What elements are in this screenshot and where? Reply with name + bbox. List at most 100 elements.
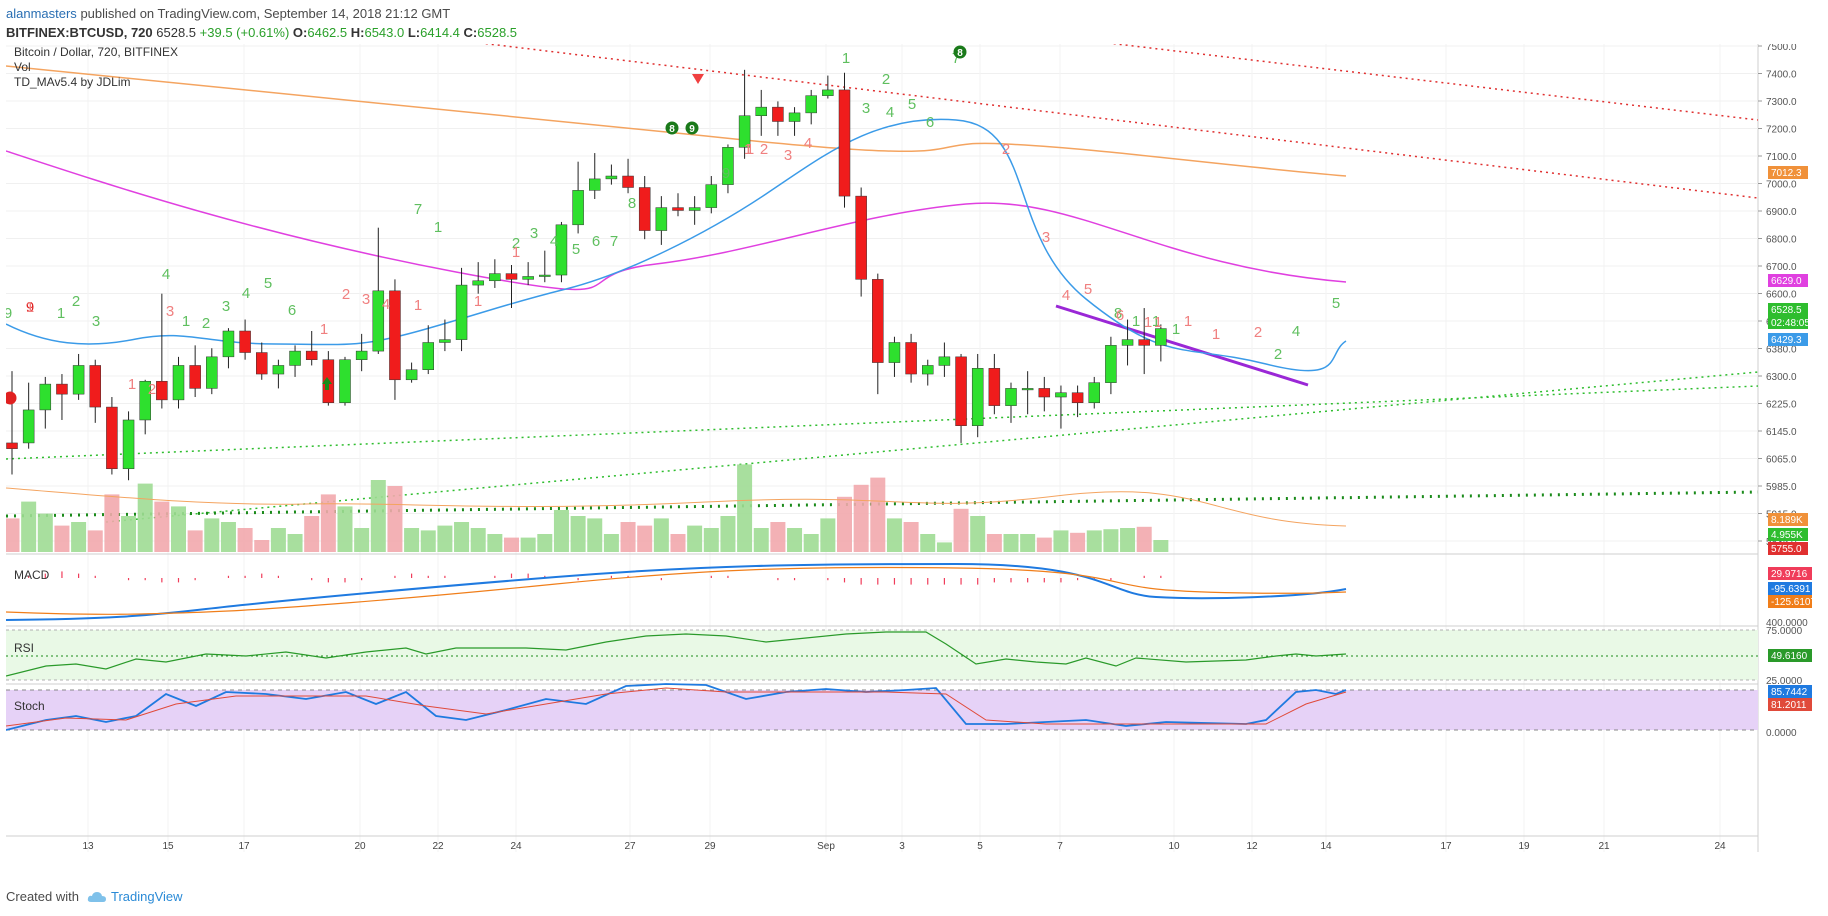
volume-bar <box>1086 530 1102 552</box>
volume-bar <box>121 516 137 552</box>
price-labels: 7012.3 6629.0 6528.5 02:48:05 6429.3 8.189K 4.… <box>1768 166 1816 711</box>
td-count-green: 2 <box>1274 346 1282 363</box>
publish-info: alanmasters published on TradingView.com… <box>6 4 517 23</box>
td-count-red: 1 <box>26 299 34 316</box>
td-setup-badge-text: 9 <box>689 124 695 135</box>
pane-value-box <box>1768 649 1812 662</box>
td-count-green: 5 <box>1332 295 1340 312</box>
volume-bar <box>820 518 836 552</box>
pane-value-box <box>1768 698 1812 711</box>
td-count-green: 9 <box>6 305 12 322</box>
time-axis[interactable]: 13 15 17 20 22 24 27 29 Sep 3 5 7 10 12 14 17 19 21 24 <box>6 835 1758 852</box>
td-count-green: 1 <box>1132 313 1140 330</box>
td-count-red: 1 <box>474 293 482 310</box>
td-count-red: 2 <box>1254 324 1262 341</box>
time-tick-label: 29 <box>704 841 716 852</box>
td-count-green: 1 <box>434 219 442 236</box>
time-tick-label: 13 <box>82 841 94 852</box>
candle-body <box>289 350 301 366</box>
td-count-green: 3 <box>92 313 100 330</box>
td-count-red: 3 <box>362 291 370 308</box>
td-count-green: 6 <box>288 302 296 319</box>
td-count-green: 1 <box>1152 313 1160 330</box>
rsi-band <box>6 630 1758 680</box>
volume-bars <box>4 464 1169 552</box>
time-tick-label: 17 <box>238 841 250 852</box>
volume-bar <box>903 522 919 552</box>
candle-body <box>638 187 651 231</box>
volume-bar <box>1120 528 1136 552</box>
td-count-green: 1 <box>57 305 65 322</box>
td-count-red: 2 <box>342 286 350 303</box>
price-label-box <box>1768 316 1808 329</box>
chart-legend: Bitcoin / Dollar, 720, BITFINEX Vol TD_M… <box>14 45 178 713</box>
candle-body <box>589 178 601 191</box>
candle-body <box>1038 388 1051 398</box>
candle-body <box>855 195 867 280</box>
time-tick-label: 12 <box>1246 841 1258 852</box>
volume-bar <box>87 530 103 552</box>
time-tick-label: 3 <box>899 841 905 852</box>
volume-bar <box>54 525 70 552</box>
time-tick-label: Sep <box>817 841 835 852</box>
pane-tick-label: 75.0000 <box>1766 626 1803 637</box>
td-count-green: 1 <box>1172 321 1180 338</box>
price-label-box <box>1768 333 1808 346</box>
candle-body <box>122 419 135 470</box>
price-tick-label: 7500.0 <box>1766 44 1797 53</box>
red-dotted-trendline <box>1065 37 1759 121</box>
volume-bar <box>720 516 736 552</box>
volume-bar <box>1053 530 1069 552</box>
td-count-red: 3 <box>166 303 174 320</box>
volume-bar <box>337 506 353 552</box>
volume-bar <box>404 528 420 552</box>
price-label-box <box>1768 542 1808 555</box>
pane-value-text: 29.9716 <box>1771 569 1808 580</box>
td-count-red: 2 <box>1002 141 1010 158</box>
volume-bar <box>487 534 503 552</box>
candle-body <box>206 356 218 389</box>
pane-value-box <box>1768 685 1812 698</box>
volume-bar <box>420 530 436 552</box>
td-count-green: 6 <box>926 114 934 131</box>
volume-bar <box>37 513 53 552</box>
candle-body <box>655 207 668 231</box>
td-setup-badge-red-icon <box>3 391 17 405</box>
candle-body <box>622 175 634 188</box>
candle-body <box>272 365 285 375</box>
ma-50-line <box>5 150 1347 291</box>
td-count-green: 5 <box>572 241 580 258</box>
time-tick-label: 24 <box>510 841 522 852</box>
author-link[interactable]: alanmasters <box>6 6 77 21</box>
candle-body <box>239 330 251 353</box>
volume-bar <box>237 528 253 552</box>
tradingview-brand: TradingView <box>110 889 183 904</box>
candle-body <box>705 184 718 208</box>
candle-body <box>938 356 951 366</box>
candle-body <box>372 290 385 352</box>
volume-bar <box>204 518 220 552</box>
close-value: 6528.5 <box>477 25 518 40</box>
volume-bar <box>171 506 186 552</box>
tradingview-link[interactable]: TradingView <box>87 884 183 910</box>
td-count-green: 8 <box>1114 305 1122 322</box>
td-count-green: 9 <box>722 165 730 182</box>
volume-bar <box>520 537 536 552</box>
price-label-text: 6629.0 <box>1771 276 1802 287</box>
volume-bar <box>970 516 986 552</box>
candle-body <box>1155 328 1167 346</box>
time-tick-label: 15 <box>162 841 174 852</box>
volume-bar <box>603 534 619 552</box>
td-count-green: 4 <box>162 266 170 283</box>
candle-body <box>172 365 185 401</box>
td-count-green: 3 <box>862 100 870 117</box>
price-label-box <box>1768 528 1808 541</box>
td-count-red: 1 <box>128 376 136 393</box>
volume-bar <box>154 501 170 552</box>
td-count-red: 1 <box>1184 313 1192 330</box>
td-count-green: 4 <box>1292 323 1300 340</box>
price-axis[interactable]: 7500.0 7400.0 7300.0 7200.0 7100.0 7000.0 6900… <box>1758 42 1808 739</box>
